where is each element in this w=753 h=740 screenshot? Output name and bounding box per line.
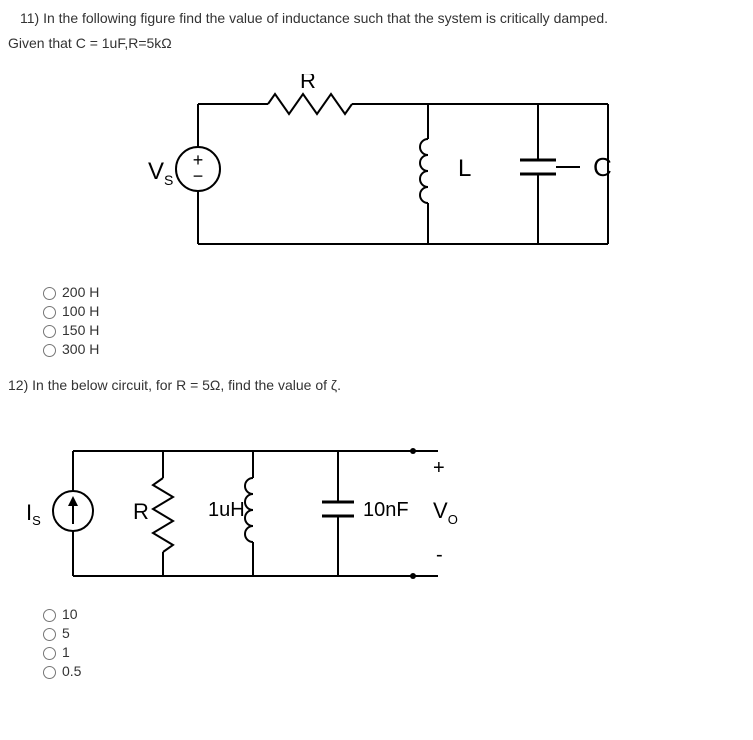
q12-figure: IS R 1uH 10nF + VO - <box>18 416 745 596</box>
l-label-q12: 1uH <box>208 499 245 521</box>
q11-line2: Given that C = 1uF,R=5kΩ <box>8 33 745 54</box>
q11-figure: + − VS R L C <box>108 74 745 264</box>
resistor-symbol <box>268 94 352 114</box>
plus-label: + <box>433 457 445 479</box>
inductor-symbol <box>420 139 428 203</box>
vo-label: VO <box>433 498 458 527</box>
q12-option-1-label: 5 <box>62 625 70 641</box>
q11-option-2[interactable]: 150 H <box>38 322 745 338</box>
inductor-symbol-q12 <box>245 478 253 542</box>
is-label: IS <box>26 500 41 528</box>
q12-option-0[interactable]: 10 <box>38 606 745 622</box>
q12-option-3-label: 0.5 <box>62 663 81 679</box>
r-label: R <box>300 74 316 93</box>
svg-text:−: − <box>193 166 204 186</box>
q11-line1: 11) In the following figure find the val… <box>20 8 745 29</box>
q11-option-0-label: 200 H <box>62 284 99 300</box>
c-label-q12: 10nF <box>363 499 409 521</box>
q12-option-2[interactable]: 1 <box>38 644 745 660</box>
current-source-symbol <box>53 491 93 531</box>
q12-options: 10 5 1 0.5 <box>38 606 745 679</box>
q11-options: 200 H 100 H 150 H 300 H <box>38 284 745 357</box>
resistor-symbol-q12 <box>153 478 173 552</box>
q12-option-2-label: 1 <box>62 644 70 660</box>
q11-option-2-label: 150 H <box>62 322 99 338</box>
r-label-q12: R <box>133 499 149 524</box>
q12-option-0-label: 10 <box>62 606 78 622</box>
q12-option-3[interactable]: 0.5 <box>38 663 745 679</box>
q11-option-1[interactable]: 100 H <box>38 303 745 319</box>
q11-option-3[interactable]: 300 H <box>38 341 745 357</box>
l-label: L <box>458 155 471 182</box>
q11-option-3-label: 300 H <box>62 341 99 357</box>
source-symbol: + − <box>176 147 220 191</box>
minus-label: - <box>436 544 443 566</box>
vs-label: VS <box>148 158 173 188</box>
q11-option-1-label: 100 H <box>62 303 99 319</box>
q11-option-0[interactable]: 200 H <box>38 284 745 300</box>
q12-text: 12) In the below circuit, for R = 5Ω, fi… <box>8 375 745 396</box>
q12-option-1[interactable]: 5 <box>38 625 745 641</box>
